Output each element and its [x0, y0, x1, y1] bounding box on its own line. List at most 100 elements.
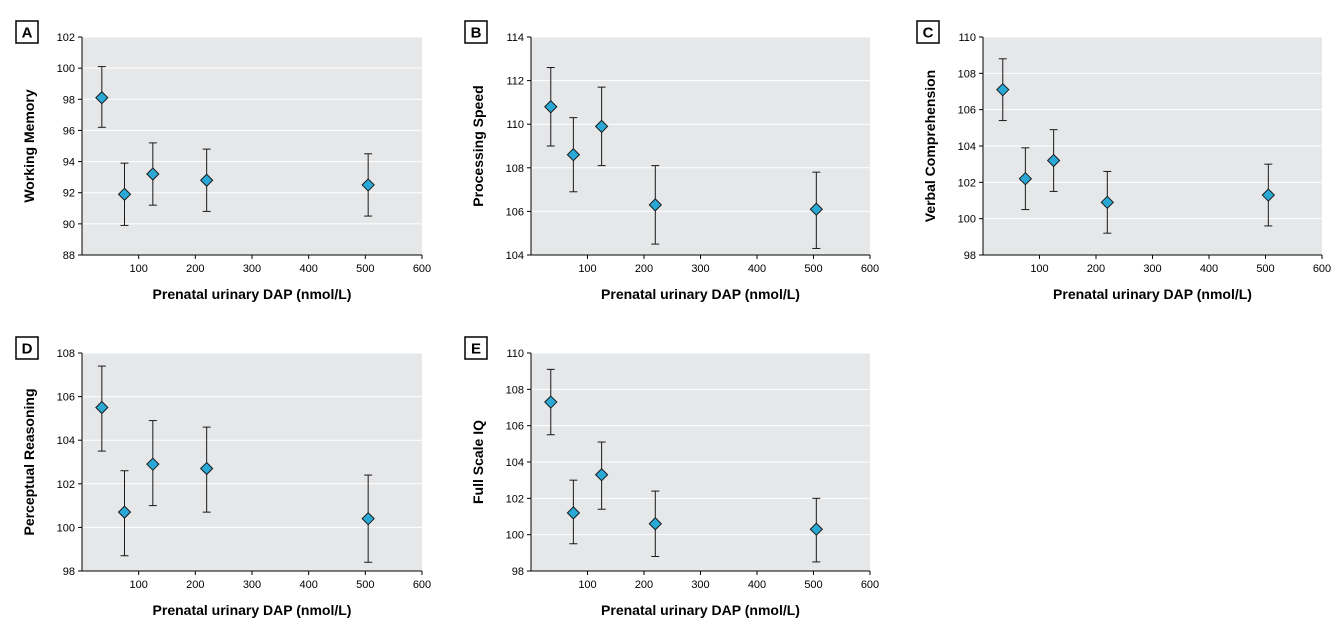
x-tick-label: 400 — [748, 579, 766, 591]
x-tick-label: 100 — [129, 263, 147, 275]
panel-letter-box — [15, 20, 39, 44]
x-tick-label: 600 — [413, 263, 431, 275]
data-point — [146, 167, 160, 181]
y-tick-label: 106 — [958, 105, 976, 117]
data-point — [809, 202, 824, 216]
y-tick-label: 110 — [506, 348, 524, 360]
y-tick-label: 100 — [506, 530, 524, 542]
x-tick-label: 600 — [861, 263, 879, 275]
y-tick-label: 104 — [958, 141, 976, 153]
y-tick-label: 108 — [506, 384, 524, 396]
x-tick-label: 100 — [578, 263, 596, 275]
y-tick-label: 106 — [506, 206, 524, 218]
plot-area — [82, 353, 422, 571]
y-tick-label: 108 — [958, 68, 976, 80]
x-tick-label: 500 — [804, 263, 822, 275]
data-point — [1261, 188, 1276, 202]
x-axis-title: Prenatal urinary DAP (nmol/L) — [601, 602, 800, 618]
data-point — [1046, 153, 1061, 168]
panel-e: 98 100 102 104 106 108 110 100 200 300 400 500 600 Pr… — [464, 336, 879, 618]
y-tick-label: 106 — [57, 392, 75, 404]
y-axis-title: Working Memory — [21, 89, 37, 203]
data-point — [146, 457, 160, 471]
x-tick-label: 600 — [861, 579, 879, 591]
y-tick-label: 108 — [57, 348, 75, 360]
y-tick-label: 92 — [63, 188, 75, 200]
x-tick-label: 100 — [578, 579, 596, 591]
data-point — [199, 461, 214, 476]
data-point — [361, 178, 375, 192]
x-tick-label: 400 — [1200, 263, 1218, 275]
y-tick-label: 98 — [63, 566, 75, 578]
y-tick-label: 94 — [63, 157, 75, 169]
y-tick-label: 104 — [57, 435, 75, 447]
x-axis-title: Prenatal urinary DAP (nmol/L) — [153, 286, 352, 302]
data-point — [566, 506, 581, 520]
y-tick-label: 102 — [958, 177, 976, 189]
y-tick-label: 110 — [958, 32, 976, 44]
data-point — [1100, 195, 1115, 210]
y-tick-label: 110 — [506, 119, 524, 131]
y-tick-label: 98 — [63, 94, 75, 106]
x-tick-label: 200 — [635, 263, 653, 275]
x-axis-title: Prenatal urinary DAP (nmol/L) — [1053, 286, 1252, 302]
panel-letter-box — [15, 336, 39, 360]
x-tick-label: 200 — [186, 579, 204, 591]
data-point — [1018, 171, 1033, 186]
y-tick-label: 106 — [506, 421, 524, 433]
x-tick-label: 300 — [243, 579, 261, 591]
y-tick-label: 104 — [506, 250, 524, 262]
x-tick-label: 300 — [1143, 263, 1161, 275]
x-tick-label: 200 — [186, 263, 204, 275]
panel-letter-box — [916, 20, 940, 44]
data-point — [199, 173, 214, 187]
data-point — [566, 148, 581, 162]
x-tick-label: 500 — [356, 263, 374, 275]
y-tick-label: 90 — [63, 219, 75, 231]
y-tick-label: 100 — [57, 522, 75, 534]
x-tick-label: 400 — [299, 263, 317, 275]
y-axis-title: Verbal Comprehension — [922, 70, 938, 222]
data-point — [95, 91, 109, 105]
x-tick-label: 100 — [129, 579, 147, 591]
x-tick-label: 200 — [1087, 263, 1105, 275]
x-tick-label: 500 — [356, 579, 374, 591]
panel-letter: A — [22, 25, 33, 42]
panel-letter: D — [22, 341, 33, 358]
data-point — [117, 505, 132, 519]
y-axis-title: Full Scale IQ — [470, 420, 486, 504]
x-tick-label: 400 — [748, 263, 766, 275]
panel-c: 98 100 102 104 106 108 110 100 200 300 400 500 600 Pr… — [916, 20, 1331, 302]
y-tick-label: 102 — [506, 493, 524, 505]
x-tick-label: 400 — [299, 579, 317, 591]
y-tick-label: 88 — [63, 250, 75, 262]
y-tick-label: 108 — [506, 163, 524, 175]
x-tick-label: 300 — [691, 263, 709, 275]
y-axis-title: Processing Speed — [470, 85, 486, 206]
plot-area — [531, 37, 870, 255]
y-tick-label: 100 — [57, 63, 75, 75]
x-axis-title: Prenatal urinary DAP (nmol/L) — [153, 602, 352, 618]
y-tick-label: 98 — [512, 566, 524, 578]
y-tick-label: 102 — [57, 479, 75, 491]
x-tick-label: 500 — [804, 579, 822, 591]
x-axis-title: Prenatal urinary DAP (nmol/L) — [601, 286, 800, 302]
data-point — [996, 82, 1010, 97]
y-tick-label: 112 — [506, 76, 524, 88]
y-tick-label: 100 — [958, 214, 976, 226]
data-point — [809, 522, 824, 536]
x-tick-label: 300 — [243, 263, 261, 275]
panel-letter: E — [471, 341, 481, 358]
y-tick-label: 104 — [506, 457, 524, 469]
panel-a: 88 90 92 94 96 98 100 102 100 200 300 400 500 600 Pren… — [15, 20, 431, 302]
data-point — [648, 198, 663, 212]
data-point — [594, 468, 609, 482]
y-tick-label: 96 — [63, 125, 75, 137]
x-tick-label: 600 — [413, 579, 431, 591]
data-point — [648, 517, 663, 531]
panel-letter: C — [923, 25, 934, 42]
panel-letter: B — [471, 25, 482, 42]
y-tick-label: 102 — [57, 32, 75, 44]
data-point — [544, 395, 558, 409]
